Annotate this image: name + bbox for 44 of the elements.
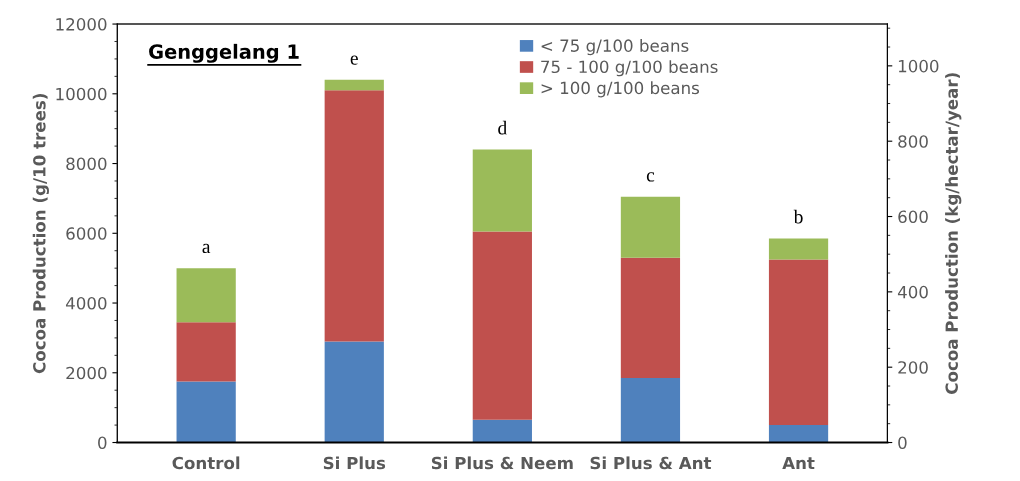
annotation: c: [646, 172, 655, 182]
bar: [324, 341, 384, 443]
bar: [472, 149, 532, 232]
y2-tick-label: 600: [898, 210, 928, 224]
bar: [324, 90, 384, 342]
bar: [176, 268, 236, 323]
y-tick-label: 0: [98, 436, 107, 450]
x-tick-label: Si Plus: [323, 456, 386, 470]
bar: [176, 322, 236, 382]
y2-tick-label: 0: [898, 436, 907, 450]
y-tick-label: 8000: [66, 157, 107, 171]
x-tick-label: Si Plus & Ant: [590, 456, 712, 470]
bar: [620, 378, 681, 443]
y2-tick-label: 400: [897, 285, 928, 299]
legend-label: < 75 g/100 beans: [541, 39, 689, 56]
x-tick-label: Ant: [782, 456, 815, 470]
x-tick-label: Si Plus & Neem: [431, 456, 573, 470]
y-tick-label: 6000: [66, 227, 107, 240]
bar: [768, 425, 829, 443]
legend-label: 75 - 100 g/100 beans: [541, 60, 718, 77]
text: Genggelang 1: [149, 43, 299, 63]
annotation: b: [793, 209, 803, 224]
bar: [768, 259, 829, 426]
bar: [620, 257, 681, 379]
y-tick-label: 12000: [56, 18, 107, 31]
annotation: d: [498, 120, 507, 135]
y2-tick-label: 200: [898, 361, 928, 374]
y2-tick-label: 1000: [898, 59, 939, 73]
y-axis-title: Cocoa Production (g/10 trees): [32, 94, 49, 374]
bar: [620, 196, 681, 258]
y-tick-label: 2000: [66, 366, 107, 380]
annotation: e: [350, 55, 358, 65]
bar: [472, 419, 532, 443]
y2-axis-title: Cocoa Production (kg/hectar/year): [945, 73, 962, 394]
x-tick-label: Control: [172, 456, 240, 470]
annotation: a: [202, 243, 211, 254]
bar: [768, 238, 829, 260]
legend-label: > 100 g/100 beans: [541, 81, 700, 98]
y-tick-label: 10000: [56, 87, 107, 101]
bar: [176, 381, 236, 443]
bar: [324, 79, 384, 91]
y2-tick-label: 800: [898, 135, 928, 148]
y-tick-label: 4000: [65, 296, 107, 310]
bar: [472, 231, 532, 420]
